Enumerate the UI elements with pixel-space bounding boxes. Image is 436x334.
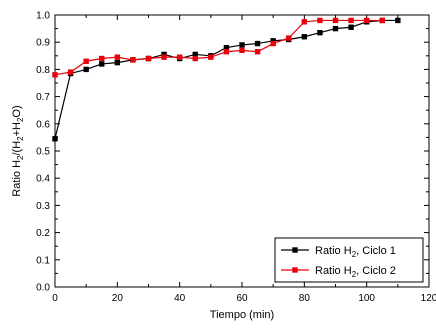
x-tick-label: 120	[421, 293, 436, 304]
data-point	[161, 54, 167, 60]
data-point	[254, 40, 261, 47]
y-tick-label: 1.0	[36, 11, 50, 22]
series-line	[54, 19, 398, 139]
data-point	[286, 35, 292, 41]
legend-label: Ratio H2, Ciclo 2	[315, 265, 396, 279]
axes: 0 20 40 60 80 100 120 0.0 0.1 0.2 0.3 0.4 0.5 0.6 0.7 0…	[11, 11, 436, 322]
y-tick-label: 0.9	[36, 38, 50, 49]
x-tick-label: 80	[299, 293, 311, 304]
data-point	[223, 49, 230, 55]
legend-entry: Ratio H2, Ciclo 2	[281, 265, 396, 279]
x-axis-label: Tiempo (min)	[210, 309, 274, 321]
legend-entry: Ratio H2, Ciclo 1	[281, 245, 396, 259]
legend-box	[274, 237, 424, 283]
legend-marker	[292, 267, 298, 273]
data-point	[161, 51, 167, 58]
data-point	[130, 57, 136, 63]
data-point	[83, 66, 89, 73]
data-point	[363, 17, 370, 24]
y-tick-label: 0.1	[36, 255, 50, 266]
data-point	[332, 17, 339, 24]
data-point	[208, 54, 214, 60]
data-point	[254, 49, 261, 55]
data-point	[192, 55, 198, 62]
data-point	[192, 51, 198, 58]
y-tick-label: 0.4	[36, 174, 50, 185]
data-point	[145, 55, 152, 62]
legend: Ratio H2, Ciclo 1 Ratio H2, Ciclo 2	[274, 237, 424, 283]
data-point	[114, 54, 121, 60]
data-point	[348, 24, 354, 30]
series-layer	[52, 17, 401, 142]
data-point	[83, 58, 89, 64]
data-point	[395, 17, 401, 24]
data-point	[348, 17, 354, 24]
data-point	[52, 136, 58, 142]
data-point	[52, 72, 58, 78]
y-tick-label: 0.8	[36, 65, 50, 76]
x-tick-label: 20	[112, 293, 124, 304]
data-point	[317, 29, 323, 36]
data-point	[239, 42, 245, 48]
series-line	[54, 19, 383, 76]
data-point	[270, 38, 276, 44]
data-point	[176, 54, 183, 60]
series-1	[52, 17, 401, 142]
x-tick-label: 100	[358, 293, 375, 304]
series-2	[52, 17, 385, 78]
y-tick-label: 0.3	[36, 201, 50, 212]
data-point	[114, 59, 121, 66]
data-point	[239, 47, 245, 54]
y-axis-label: Ratio H2/(H2+H2O)	[11, 105, 25, 196]
x-tick-label: 0	[52, 293, 58, 304]
data-point	[67, 69, 74, 75]
y-tick-label: 0.5	[36, 147, 50, 158]
x-tick-label: 60	[236, 293, 248, 304]
y-tick-label: 0.7	[36, 92, 50, 103]
data-point	[270, 40, 276, 47]
data-point	[317, 17, 323, 24]
data-point	[301, 19, 308, 25]
y-tick-label: 0.0	[36, 283, 50, 294]
y-tick-label: 0.2	[36, 228, 50, 239]
data-point	[223, 44, 230, 51]
data-point	[99, 55, 105, 62]
y-tick-label: 0.6	[36, 119, 50, 130]
x-tick-label: 40	[174, 293, 186, 304]
data-point	[99, 61, 105, 67]
data-point	[301, 34, 308, 40]
legend-marker	[292, 247, 298, 253]
data-point	[379, 17, 385, 24]
data-point	[332, 25, 339, 32]
legend-label: Ratio H2, Ciclo 1	[315, 245, 396, 259]
